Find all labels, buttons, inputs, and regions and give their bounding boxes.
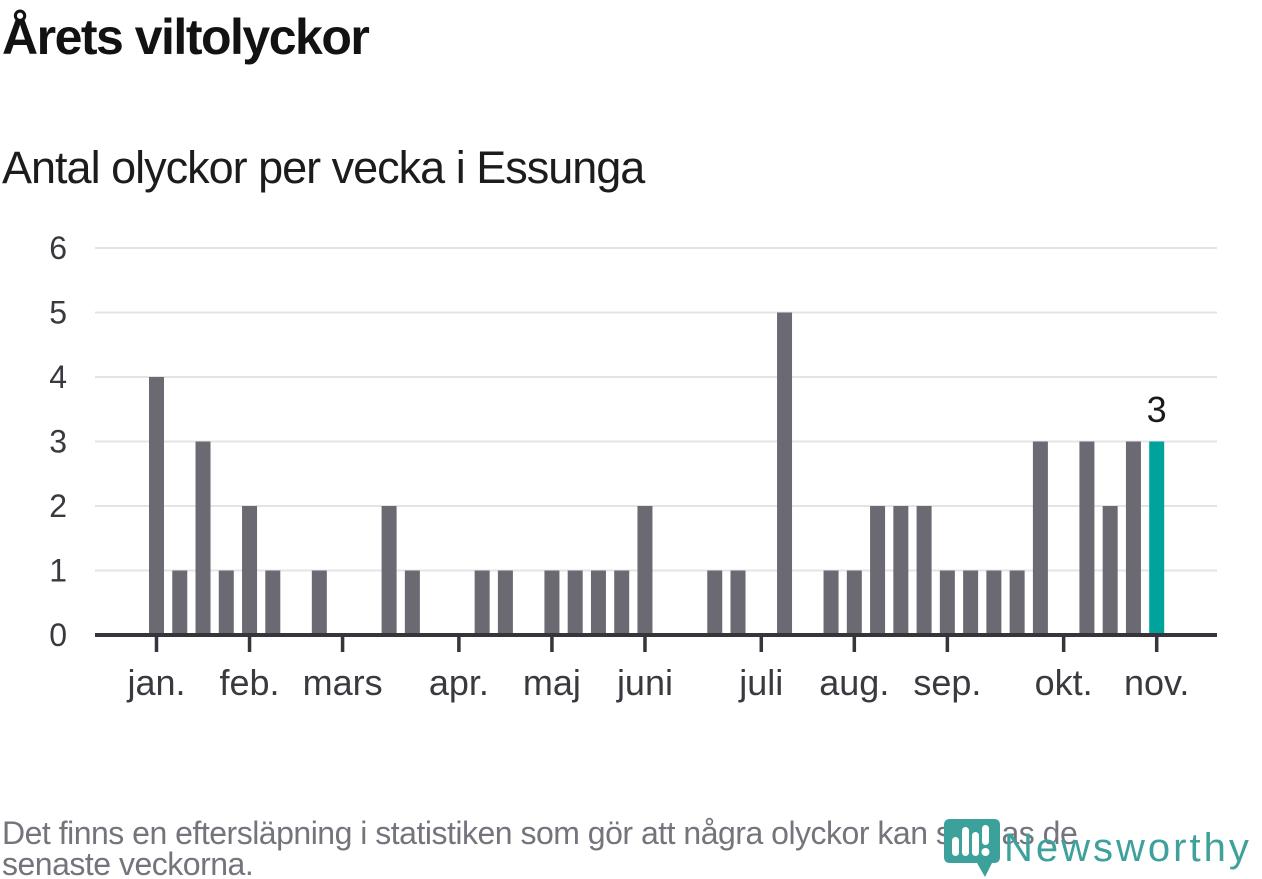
bar <box>149 377 164 635</box>
bar <box>195 441 211 635</box>
month-tick <box>1154 637 1159 652</box>
month-label: juni <box>616 662 673 703</box>
bar <box>1079 441 1095 635</box>
month-tick <box>550 637 554 652</box>
chart-title: Årets viltolyckor <box>2 9 370 65</box>
bar <box>870 506 886 635</box>
bar <box>986 570 1002 635</box>
bar <box>265 570 281 635</box>
bar <box>218 570 234 635</box>
y-axis-label: 6 <box>49 230 67 266</box>
bar <box>1102 506 1118 635</box>
bar <box>172 570 188 635</box>
y-axis-label: 1 <box>49 553 67 589</box>
bar <box>916 506 932 635</box>
bar <box>1125 441 1141 635</box>
bar <box>963 570 979 635</box>
bar <box>846 570 862 635</box>
bar <box>1032 441 1048 635</box>
y-axis-label: 0 <box>49 617 67 653</box>
bar <box>404 570 420 635</box>
month-tick <box>945 637 950 652</box>
month-label: juli <box>738 662 783 703</box>
bar <box>474 570 490 635</box>
bar <box>637 506 653 635</box>
bar <box>242 506 258 635</box>
month-tick <box>1061 637 1066 652</box>
month-tick <box>154 637 159 652</box>
month-label: nov. <box>1124 662 1189 703</box>
bar <box>614 570 630 635</box>
bar <box>567 570 583 635</box>
highlighted-bar <box>1149 441 1165 635</box>
bar <box>1009 570 1025 635</box>
month-tick <box>852 637 857 652</box>
bar <box>707 570 723 635</box>
month-label: jan. <box>126 662 185 703</box>
month-tick <box>759 637 764 652</box>
bar <box>311 570 327 635</box>
month-label: mars <box>303 662 383 703</box>
y-axis-label: 5 <box>49 295 67 331</box>
month-label: okt. <box>1035 662 1093 703</box>
month-tick <box>457 637 461 652</box>
month-label: apr. <box>429 662 489 703</box>
chart-subtitle: Antal olyckor per vecka i Essunga <box>2 142 645 193</box>
bar <box>939 570 955 635</box>
month-label: feb. <box>220 662 280 703</box>
month-label: maj <box>523 662 581 703</box>
y-axis-label: 4 <box>49 359 67 395</box>
bar <box>893 506 909 635</box>
highlight-value-label: 3 <box>1147 389 1167 430</box>
bar <box>777 312 793 635</box>
month-tick <box>247 637 252 652</box>
month-tick <box>340 637 345 652</box>
bar <box>590 570 606 635</box>
x-axis-baseline <box>95 633 1217 637</box>
month-label: sep. <box>913 662 981 703</box>
footnote: Det finns en eftersläpning i statistiken… <box>2 815 1078 879</box>
bar <box>497 570 513 635</box>
y-axis-label: 2 <box>49 488 67 524</box>
month-tick <box>643 637 647 652</box>
bar <box>544 570 560 635</box>
footnote-line-1: Det finns en eftersläpning i statistiken… <box>2 815 1078 851</box>
bar <box>730 570 746 635</box>
month-label: aug. <box>819 662 889 703</box>
bar <box>381 506 397 635</box>
footnote-line-2: senaste veckorna. <box>2 846 254 879</box>
bar-chart-svg: 0 1 2 3 4 5 6 jan. feb. mars apr. maj juni juli aug. se… <box>49 230 1217 703</box>
bar <box>823 570 839 635</box>
bar-chart: 0 1 2 3 4 5 6 jan. feb. mars apr. maj juni juli aug. se… <box>0 220 1262 720</box>
y-axis-label: 3 <box>49 424 67 460</box>
